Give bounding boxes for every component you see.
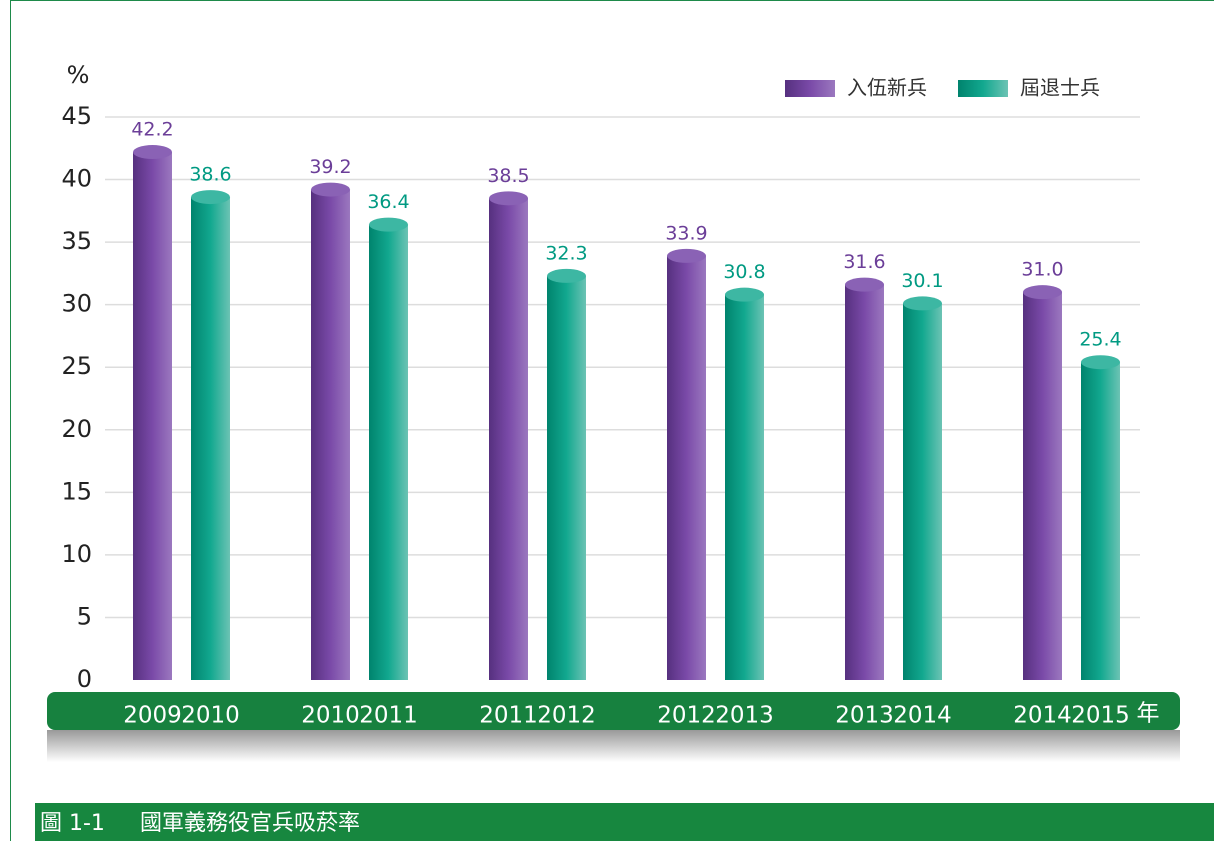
bar [1023,292,1062,680]
bar-top [311,182,350,197]
y-tick-label: 20 [61,415,92,443]
bar [1081,362,1120,680]
value-label: 39.2 [309,156,351,178]
x-axis-label: 年 [1137,701,1160,727]
value-label: 25.4 [1079,329,1121,351]
value-label: 38.6 [189,164,231,186]
bar [369,224,408,680]
x-tick-label: 2012 [537,703,596,729]
bar [845,284,884,680]
bar-top [191,190,230,205]
bar-top [667,248,706,263]
bar [667,255,706,680]
value-label: 32.3 [545,242,587,264]
y-tick-label: 30 [61,290,92,318]
legend-label: 入伍新兵 [847,76,927,100]
bar-top [547,268,586,283]
bar-top [369,217,408,232]
legend-swatch [958,80,1008,97]
bar-top [133,145,172,160]
bar [133,152,172,680]
y-tick-label: 5 [77,602,92,630]
x-tick-label: 2013 [835,703,894,729]
bar-top [903,296,942,311]
x-tick-label: 2012 [657,703,716,729]
y-tick-label: 45 [61,102,92,130]
bar [311,189,350,680]
value-label: 31.6 [843,251,885,273]
legend-swatch [785,80,835,97]
x-tick-label: 2011 [359,703,418,729]
bar [547,275,586,680]
value-label: 38.5 [487,165,529,187]
bar-top [1023,285,1062,300]
x-tick-label: 2011 [479,703,538,729]
x-tick-label: 2009 [123,703,182,729]
x-tick-label: 2010 [301,703,360,729]
figure-caption: 國軍義務役官兵吸菸率 [140,811,360,836]
x-tick-label: 2014 [893,703,952,729]
value-label: 33.9 [665,222,707,244]
frame [10,0,1214,841]
x-tick-label: 2015 [1071,703,1130,729]
value-label: 30.8 [723,261,765,283]
bar [489,198,528,681]
x-axis-band [47,692,1180,730]
y-tick-label: 25 [61,352,92,380]
band-shadow [47,730,1180,762]
x-tick-label: 2014 [1013,703,1072,729]
bar-top [845,277,884,292]
bar-top [1081,355,1120,370]
y-axis-label: % [67,61,90,89]
y-tick-label: 0 [77,665,92,693]
bar [725,294,764,680]
legend-label: 屆退士兵 [1020,76,1100,100]
figure-label: 圖 1-1 [40,811,105,836]
x-tick-label: 2013 [715,703,774,729]
y-tick-label: 10 [61,540,92,568]
y-tick-label: 40 [61,165,92,193]
y-tick-label: 35 [61,227,92,255]
bar-top [725,287,764,302]
value-label: 31.0 [1021,259,1063,281]
value-label: 42.2 [131,119,173,141]
bar [903,303,942,680]
bar [191,197,230,680]
bar-top [489,191,528,206]
y-tick-label: 15 [61,477,92,505]
caption-band [35,803,1214,841]
value-label: 36.4 [367,191,409,213]
x-tick-label: 2010 [181,703,240,729]
value-label: 30.1 [901,270,943,292]
